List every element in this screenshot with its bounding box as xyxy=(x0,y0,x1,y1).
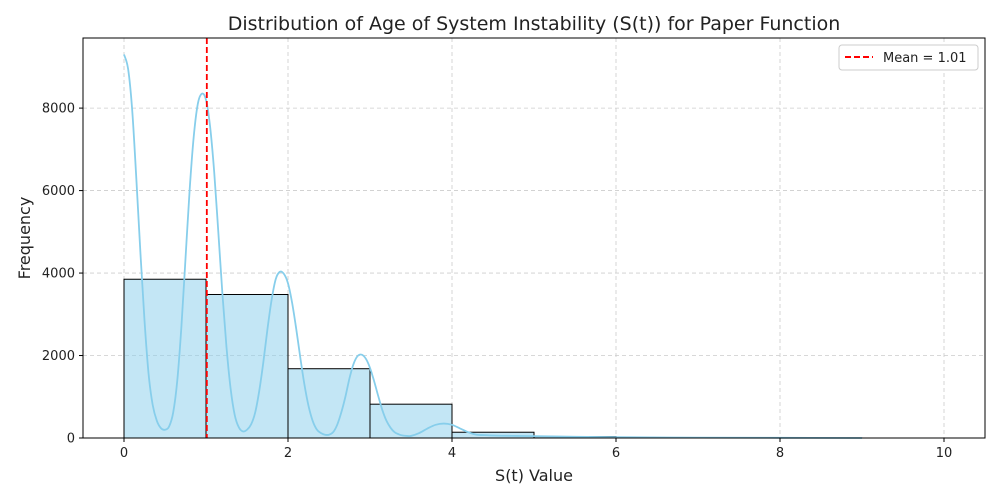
ticks-layer: 0 2 4 6 8 10 0 2000 4000 6000 8000 xyxy=(42,102,952,461)
histogram-bar-2 xyxy=(287,368,371,439)
histogram-bar-1 xyxy=(205,293,289,439)
x-tick-label-5: 10 xyxy=(936,446,953,461)
grid-layer xyxy=(83,38,985,439)
plot-frame xyxy=(82,37,986,439)
histogram-bar-0 xyxy=(123,278,207,439)
y-tick-label-2: 4000 xyxy=(42,267,75,282)
y-tick-label-0: 0 xyxy=(67,432,75,447)
histogram-bar-3 xyxy=(369,403,453,439)
x-tick-label-4: 8 xyxy=(776,446,784,461)
bars-layer xyxy=(123,278,863,439)
x-tick-label-0: 0 xyxy=(120,446,128,461)
x-tick-label-1: 2 xyxy=(284,446,292,461)
x-tick-label-3: 6 xyxy=(612,446,620,461)
legend-label: Mean = 1.01 xyxy=(883,51,967,66)
kde-layer xyxy=(123,54,863,439)
x-tick-label-2: 4 xyxy=(448,446,456,461)
x-axis-title: S(t) Value xyxy=(495,466,573,485)
y-tick-label-1: 2000 xyxy=(42,349,75,364)
legend-box xyxy=(838,44,979,71)
y-axis-title: Frequency xyxy=(15,197,34,280)
y-tick-label-4: 8000 xyxy=(42,102,75,117)
chart-title: Distribution of Age of System Instabilit… xyxy=(228,13,841,35)
legend: Mean = 1.01 xyxy=(838,44,979,71)
y-tick-label-3: 6000 xyxy=(42,184,75,199)
kde-curve xyxy=(123,54,863,439)
